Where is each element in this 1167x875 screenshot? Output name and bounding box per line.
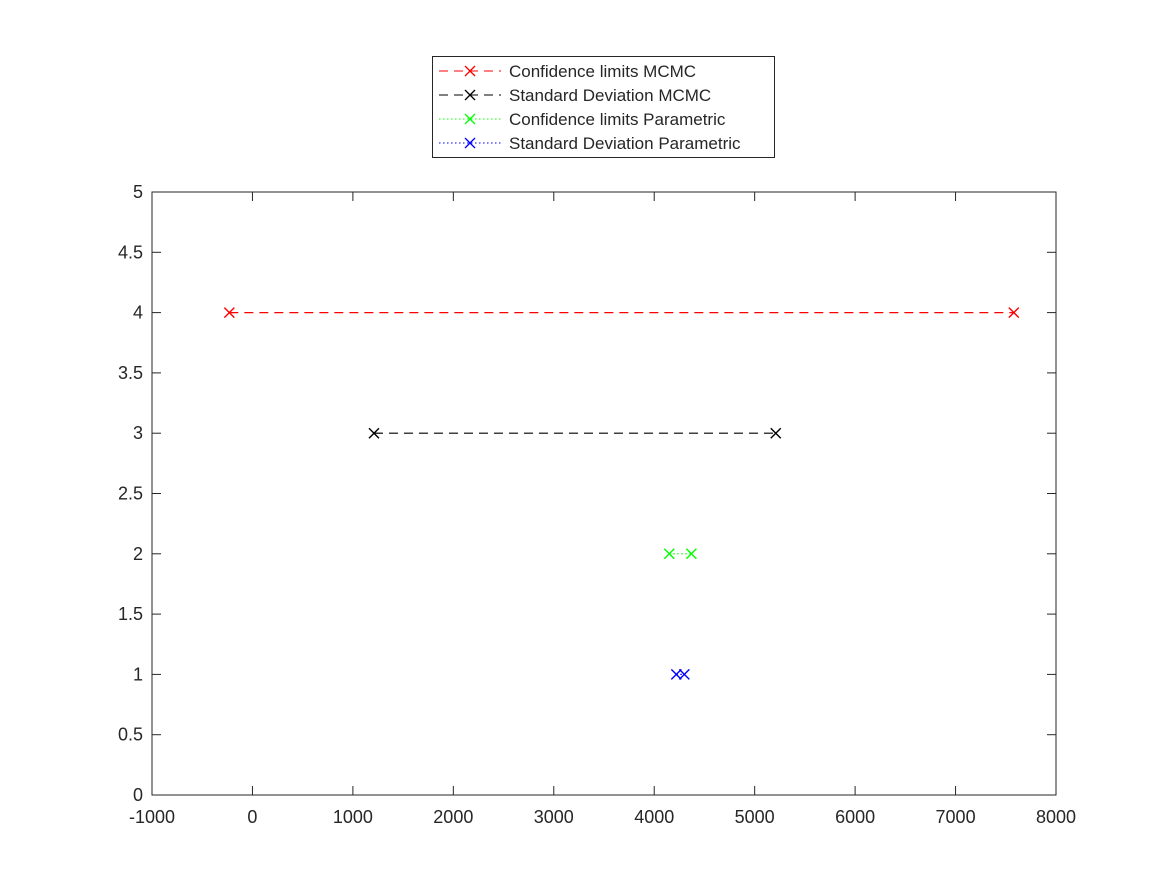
data-point-marker: [678, 668, 690, 680]
y-tick-label: 4.5: [118, 242, 143, 262]
y-tick-label: 4: [133, 303, 143, 323]
data-point-marker: [685, 548, 697, 560]
x-tick-label: 2000: [433, 807, 473, 827]
data-point-marker: [1008, 307, 1020, 319]
axes-box: [151, 191, 1057, 796]
x-tick-label: 6000: [835, 807, 875, 827]
legend-sample-stddev-parametric: [439, 137, 501, 149]
series-1: [368, 427, 782, 439]
x-tick-label: 3000: [534, 807, 574, 827]
y-tick-label: 3.5: [118, 363, 143, 383]
data-point-marker: [663, 548, 675, 560]
legend-sample-confidence-mcmc: [439, 65, 501, 77]
y-tick-label: 0: [133, 785, 143, 805]
legend-label-stddev-mcmc: Standard Deviation MCMC: [509, 86, 712, 105]
legend: Confidence limits MCMC Standard Deviatio…: [432, 56, 775, 158]
legend-item-stddev-parametric: Standard Deviation Parametric: [433, 131, 774, 155]
x-tick-label: 5000: [735, 807, 775, 827]
tick-labels-layer: -1000 0 1000 2000 3000 4000 5000 6000 7000 800000…: [118, 182, 1076, 827]
data-point-marker: [368, 427, 380, 439]
y-tick-label: 3: [133, 423, 143, 443]
y-tick-label: 2.5: [118, 484, 143, 504]
ticks-layer: [151, 191, 1057, 796]
legend-label-confidence-mcmc: Confidence limits MCMC: [509, 62, 697, 81]
y-tick-label: 1: [133, 664, 143, 684]
y-tick-label: 5: [133, 182, 143, 202]
legend-item-confidence-mcmc: Confidence limits MCMC: [433, 59, 774, 83]
legend-item-confidence-parametric: Confidence limits Parametric: [433, 107, 774, 131]
series-3: [670, 668, 690, 680]
legend-sample-confidence-parametric: [439, 113, 501, 125]
x-tick-label: 0: [247, 807, 257, 827]
x-tick-label: 8000: [1036, 807, 1076, 827]
x-tick-label: 4000: [634, 807, 674, 827]
series-layer: [223, 307, 1020, 680]
x-tick-label: -1000: [129, 807, 175, 827]
y-tick-label: 2: [133, 544, 143, 564]
legend-label-confidence-parametric: Confidence limits Parametric: [509, 110, 726, 129]
series-0: [223, 307, 1020, 319]
y-tick-label: 1.5: [118, 604, 143, 624]
legend-item-stddev-mcmc: Standard Deviation MCMC: [433, 83, 774, 107]
legend-label-stddev-parametric: Standard Deviation Parametric: [509, 134, 741, 153]
data-point-marker: [670, 668, 682, 680]
legend-sample-stddev-mcmc: [439, 89, 501, 101]
series-2: [663, 548, 697, 560]
x-tick-label: 1000: [333, 807, 373, 827]
data-point-marker: [770, 427, 782, 439]
x-tick-label: 7000: [936, 807, 976, 827]
y-tick-label: 0.5: [118, 725, 143, 745]
data-point-marker: [223, 307, 235, 319]
